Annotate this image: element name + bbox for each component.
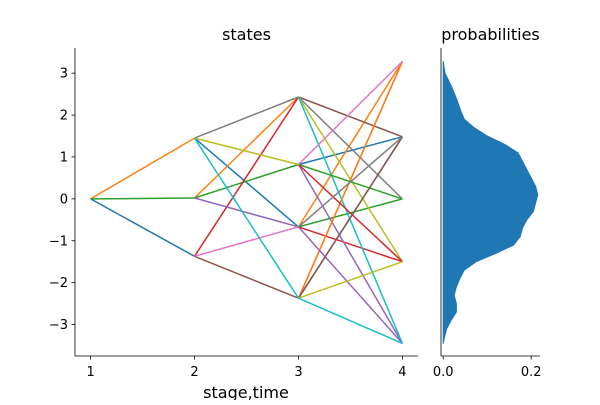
states-line-8 <box>194 255 299 299</box>
states-line-20 <box>297 96 403 200</box>
states-line-7 <box>194 197 299 228</box>
probabilities-axes: 0.0 0.2 probabilities <box>433 25 542 380</box>
states-y-tick-label: −1 <box>49 234 68 249</box>
states-y-ticks: −3 −2 −1 0 1 2 3 <box>49 67 75 333</box>
states-axes: −3 −2 −1 0 1 2 3 1 2 3 4 states stage,time <box>49 25 418 402</box>
states-line-30 <box>298 136 403 228</box>
states-line-1 <box>90 137 195 200</box>
states-line-31 <box>298 260 403 299</box>
states-x-tick-label: 4 <box>398 365 406 380</box>
states-line-13 <box>298 136 403 166</box>
states-line-9 <box>194 226 299 258</box>
states-x-tick-label: 1 <box>86 365 94 380</box>
states-y-tick-label: 3 <box>60 67 68 82</box>
states-line-24 <box>297 61 404 299</box>
states-line-10 <box>194 96 299 139</box>
states-line-0 <box>90 198 195 257</box>
states-lines <box>90 60 404 345</box>
states-y-tick-label: 0 <box>60 192 68 207</box>
states-x-tick-label: 3 <box>294 365 302 380</box>
states-line-3 <box>194 137 299 228</box>
states-line-11 <box>194 137 299 166</box>
states-line-18 <box>298 96 403 138</box>
probabilities-x-ticks: 0.0 0.2 <box>433 356 542 380</box>
states-y-tick-label: −3 <box>49 318 68 333</box>
states-line-14 <box>297 61 404 228</box>
probabilities-x-tick-label: 0.0 <box>433 365 454 380</box>
states-y-tick-label: −2 <box>49 276 68 291</box>
states-x-axis-label: stage,time <box>203 383 289 400</box>
states-line-32 <box>298 297 403 345</box>
states-line-4 <box>193 96 300 199</box>
states-x-ticks: 1 2 3 4 <box>86 356 407 380</box>
states-line-12 <box>193 137 300 299</box>
states-line-2 <box>90 197 195 200</box>
probabilities-title: probabilities <box>441 25 540 44</box>
states-line-5 <box>194 163 299 199</box>
states-line-27 <box>297 226 403 344</box>
states-y-tick-label: 1 <box>60 150 68 165</box>
states-line-29 <box>297 60 403 166</box>
states-line-16 <box>298 226 403 263</box>
states-line-22 <box>297 96 404 344</box>
states-line-26 <box>297 163 403 263</box>
probability-density-area <box>442 60 539 344</box>
states-title: states <box>222 25 271 44</box>
states-y-tick-label: 2 <box>60 109 68 124</box>
states-line-6 <box>193 96 300 257</box>
states-x-tick-label: 2 <box>190 365 198 380</box>
states-line-17 <box>297 164 404 344</box>
states-line-28 <box>297 136 404 299</box>
probabilities-x-tick-label: 0.2 <box>521 365 542 380</box>
